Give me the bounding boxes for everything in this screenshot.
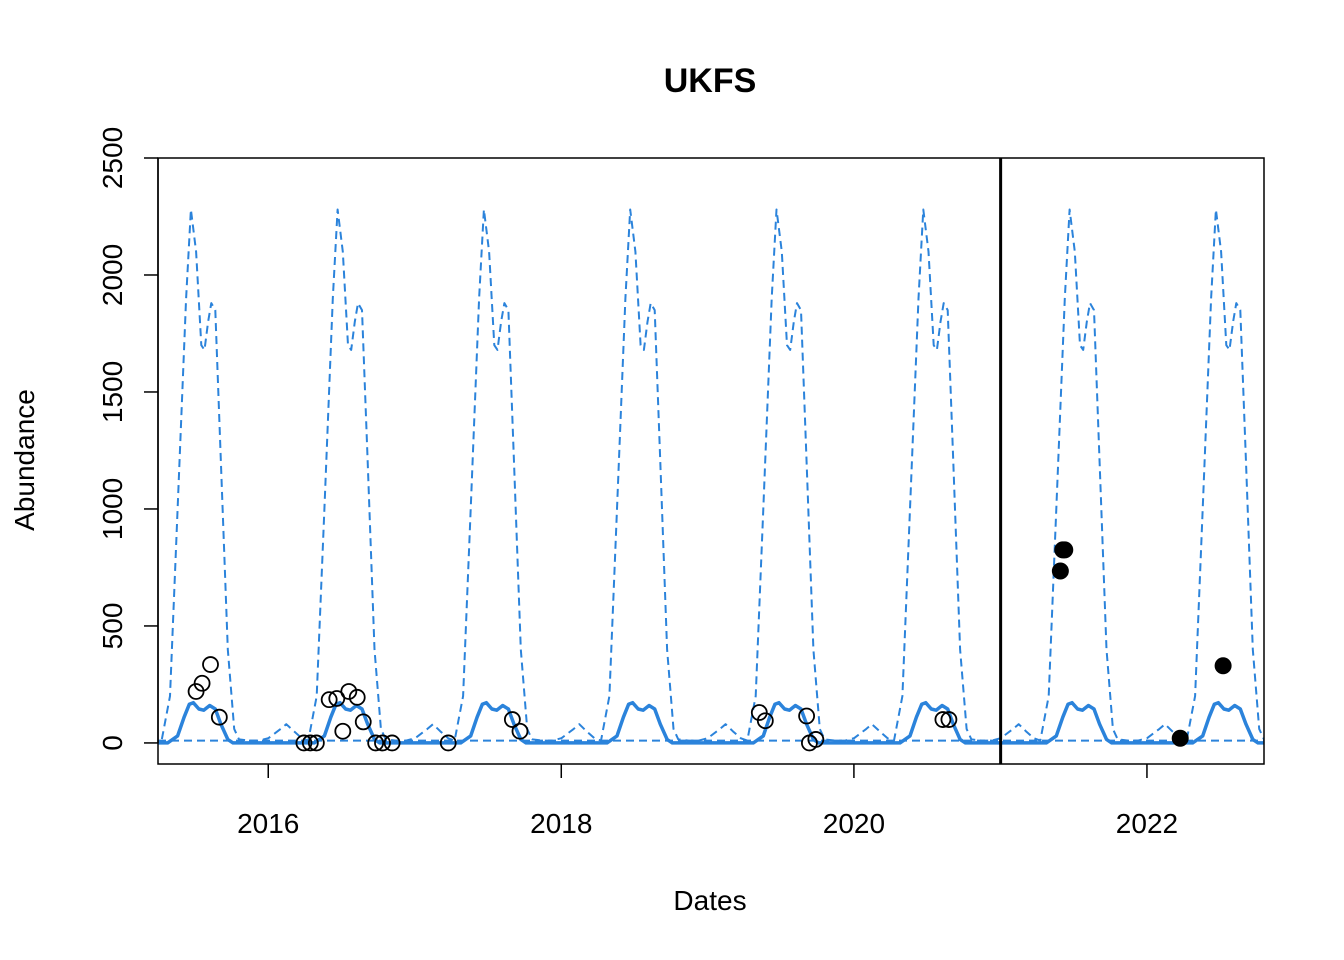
data-point-observed [348,688,366,706]
data-point-observed [354,713,372,731]
plot-area [157,157,1265,765]
data-point-observed [798,707,816,725]
plot-frame [157,157,1265,765]
series-line-upper-bound [158,208,1264,742]
data-point-observed [320,691,338,709]
data-point-observed [511,722,529,740]
data-point-observed [756,712,774,730]
y-tick-label: 2000 [97,244,128,306]
data-point-observed [807,731,825,748]
y-axis-label: Abundance [9,389,40,531]
data-point-observed [374,734,391,752]
data-point-observed [439,734,457,752]
data-point-forecast [1051,562,1069,580]
data-point-observed [301,734,319,752]
x-axis: 2016 2018 2020 2022 [237,764,1178,839]
y-tick-label: 2500 [97,127,128,189]
y-tick-label: 1000 [97,478,128,540]
data-point-observed [383,734,401,752]
x-tick-label: 2022 [1116,808,1178,839]
data-point-observed [334,722,352,740]
data-point-forecast [1214,657,1232,675]
y-tick-label: 0 [97,735,128,751]
data-point-forecast [1171,729,1189,747]
data-point-observed [934,711,952,728]
data-point-observed [307,734,325,752]
series-line-mean [158,700,1264,745]
x-tick-label: 2020 [823,808,885,839]
data-point-observed [202,656,219,673]
data-point-observed [340,683,358,700]
series-layer [158,208,1264,745]
data-point-observed [193,674,211,692]
y-tick-label: 500 [97,603,128,650]
data-point-observed [295,734,313,752]
chart-title: UKFS [664,62,757,100]
y-tick-label: 1500 [97,361,128,423]
y-axis: 0 500 1000 1500 2000 2500 [97,127,159,751]
x-tick-label: 2018 [530,808,592,839]
x-tick-label: 2016 [237,808,299,839]
points-layer [187,541,1232,752]
data-point-observed [367,734,385,752]
data-point-observed [940,711,958,728]
data-point-observed [210,708,228,726]
data-point-forecast [1056,541,1074,559]
data-point-observed [503,711,521,728]
x-axis-label: Dates [673,885,746,916]
